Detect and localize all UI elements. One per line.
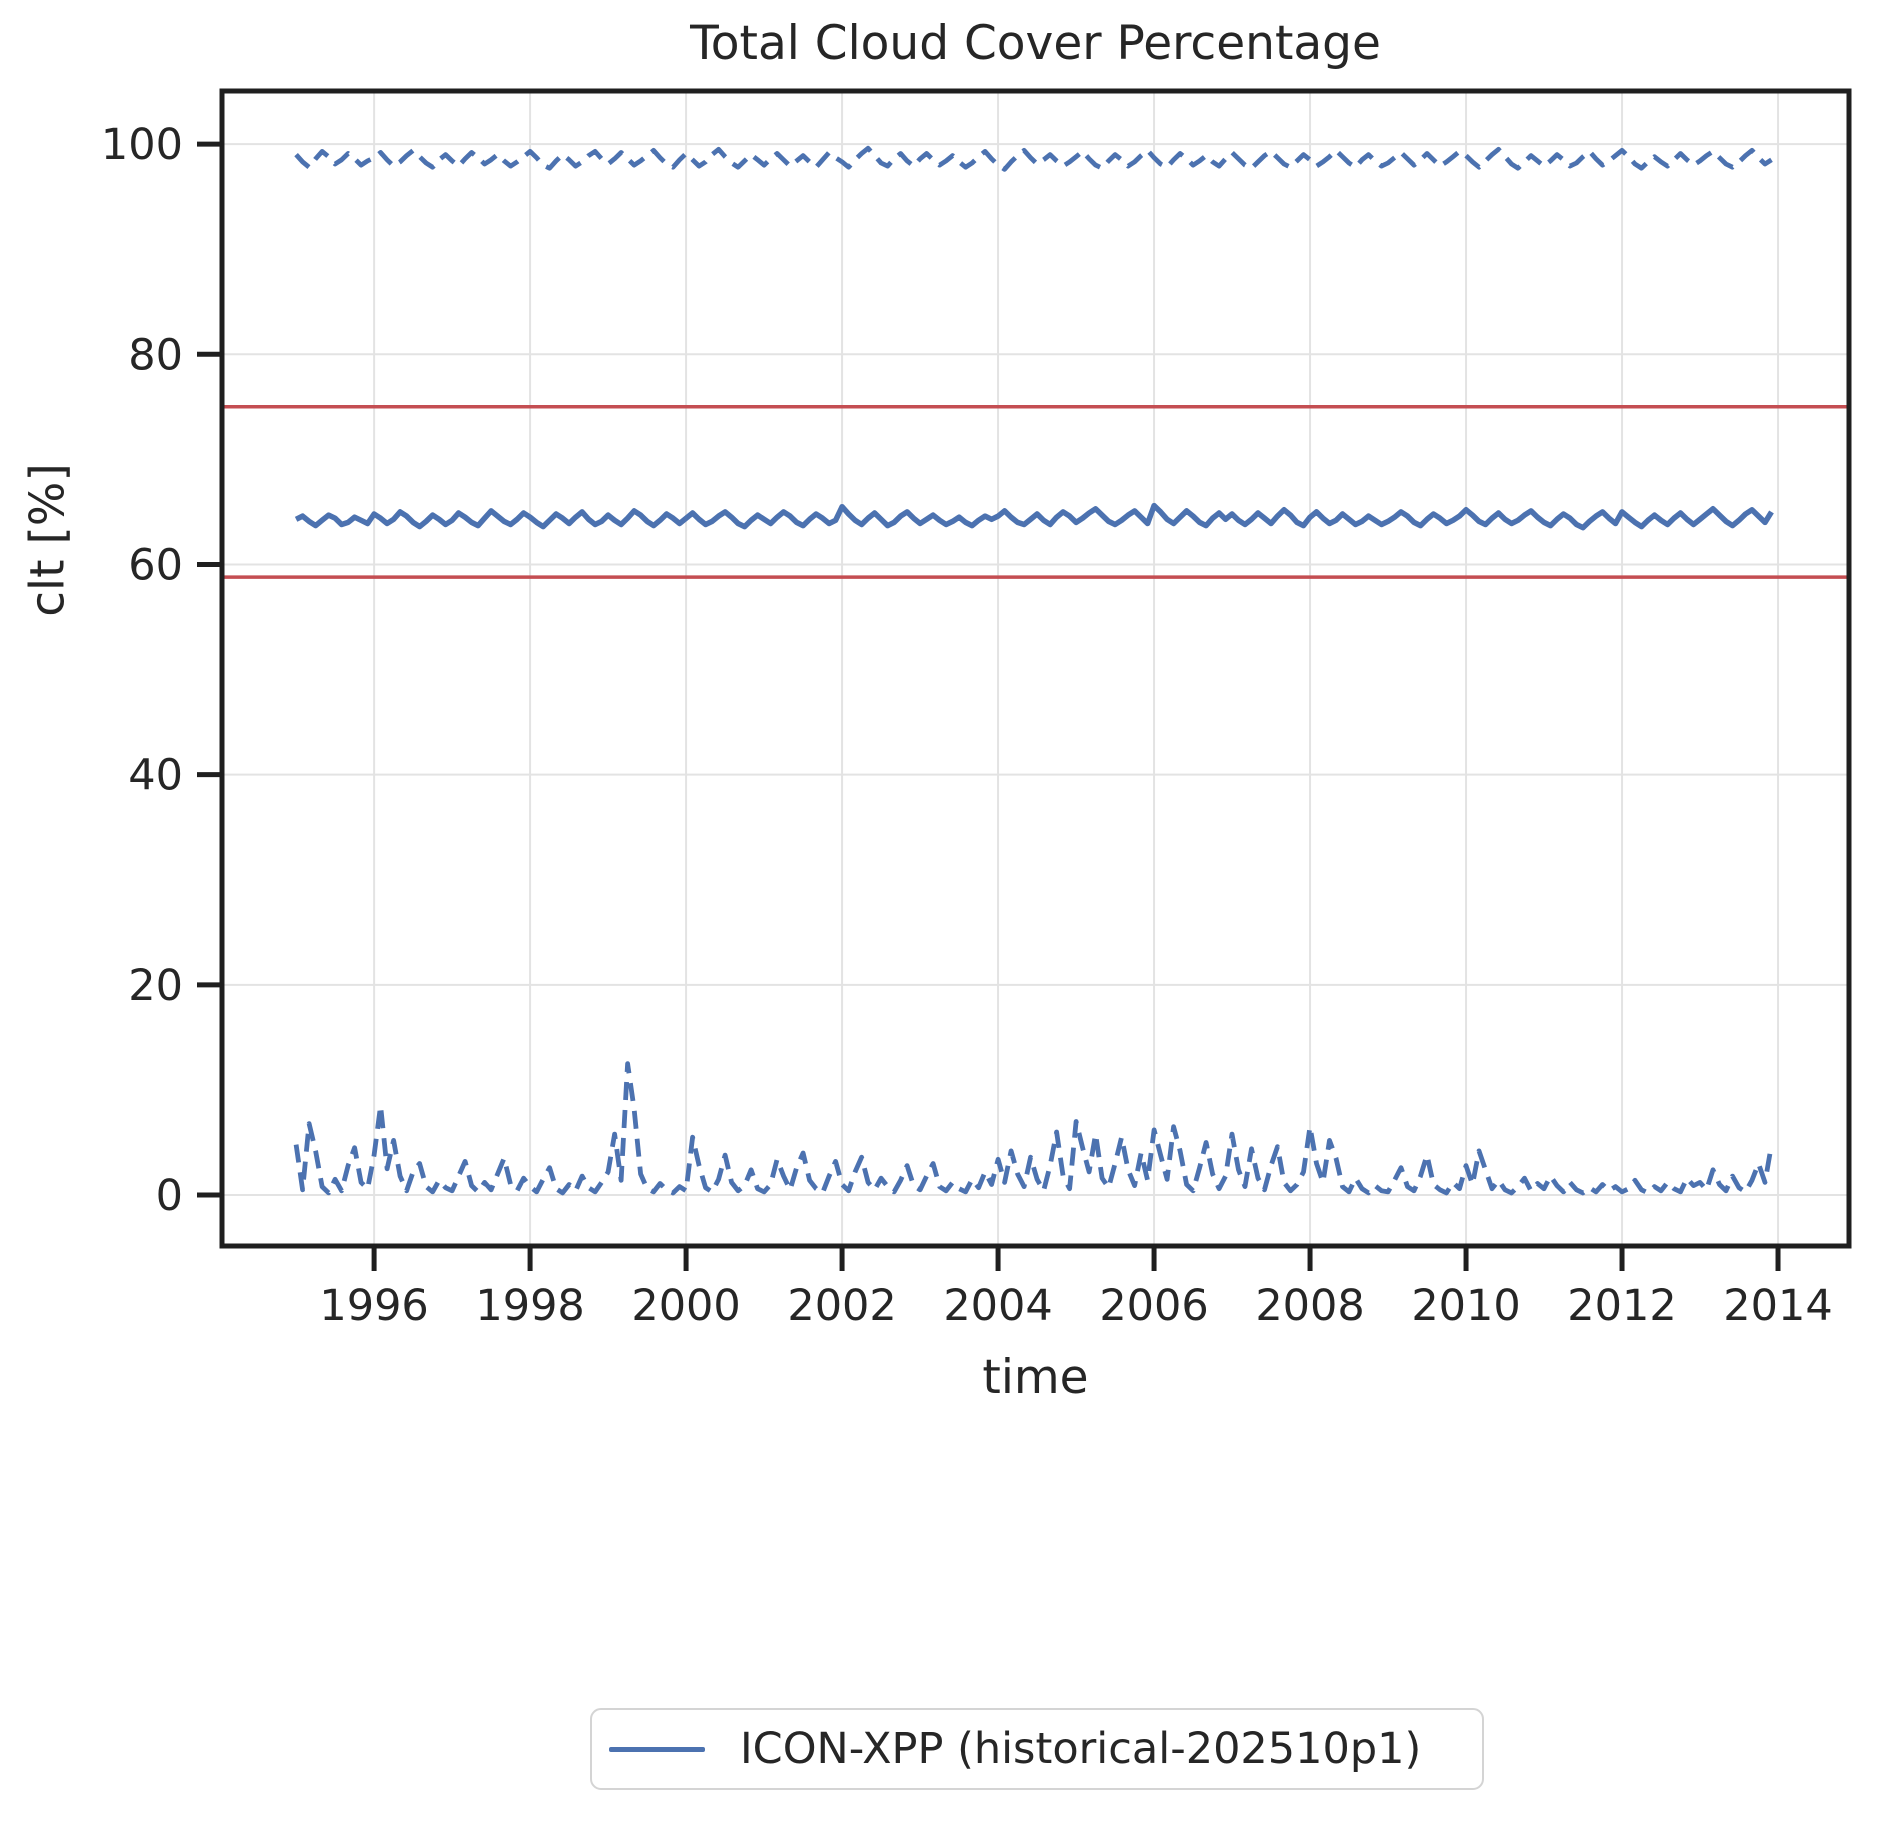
- x-tick-label-2000: 2000: [631, 1281, 740, 1331]
- x-axis-label: time: [982, 1350, 1089, 1405]
- x-tick-label-1996: 1996: [319, 1281, 428, 1331]
- y-tick-label-80: 80: [128, 330, 183, 380]
- legend-line-sample: [609, 1746, 705, 1752]
- x-tick-label-2002: 2002: [787, 1281, 896, 1331]
- x-tick-label-2014: 2014: [1723, 1281, 1832, 1331]
- legend: ICON-XPP (historical-202510p1): [590, 1708, 1484, 1790]
- y-tick-label-60: 60: [128, 540, 183, 590]
- series-monthly-max-line: [294, 145, 1773, 172]
- x-tick-label-2010: 2010: [1411, 1281, 1520, 1331]
- y-axis-label: clt [%]: [20, 463, 76, 617]
- x-tick-label-2008: 2008: [1255, 1281, 1364, 1331]
- axes-spines: [219, 88, 1852, 1249]
- legend-label: ICON-XPP (historical-202510p1): [740, 1724, 1422, 1774]
- x-tick-label-2012: 2012: [1567, 1281, 1676, 1331]
- x-tick-label-1998: 1998: [475, 1281, 584, 1331]
- series-monthly-mean-line: [294, 502, 1774, 531]
- y-tick-label-20: 20: [128, 961, 183, 1011]
- chart-title: Total Cloud Cover Percentage: [690, 16, 1381, 71]
- series-monthly-min-line: [293, 1061, 1774, 1196]
- x-tick-label-2006: 2006: [1099, 1281, 1208, 1331]
- x-tick-label-2004: 2004: [943, 1281, 1052, 1331]
- y-tick-label-100: 100: [101, 120, 183, 170]
- y-tick-label-40: 40: [128, 751, 183, 801]
- y-tick-label-0: 0: [156, 1171, 183, 1221]
